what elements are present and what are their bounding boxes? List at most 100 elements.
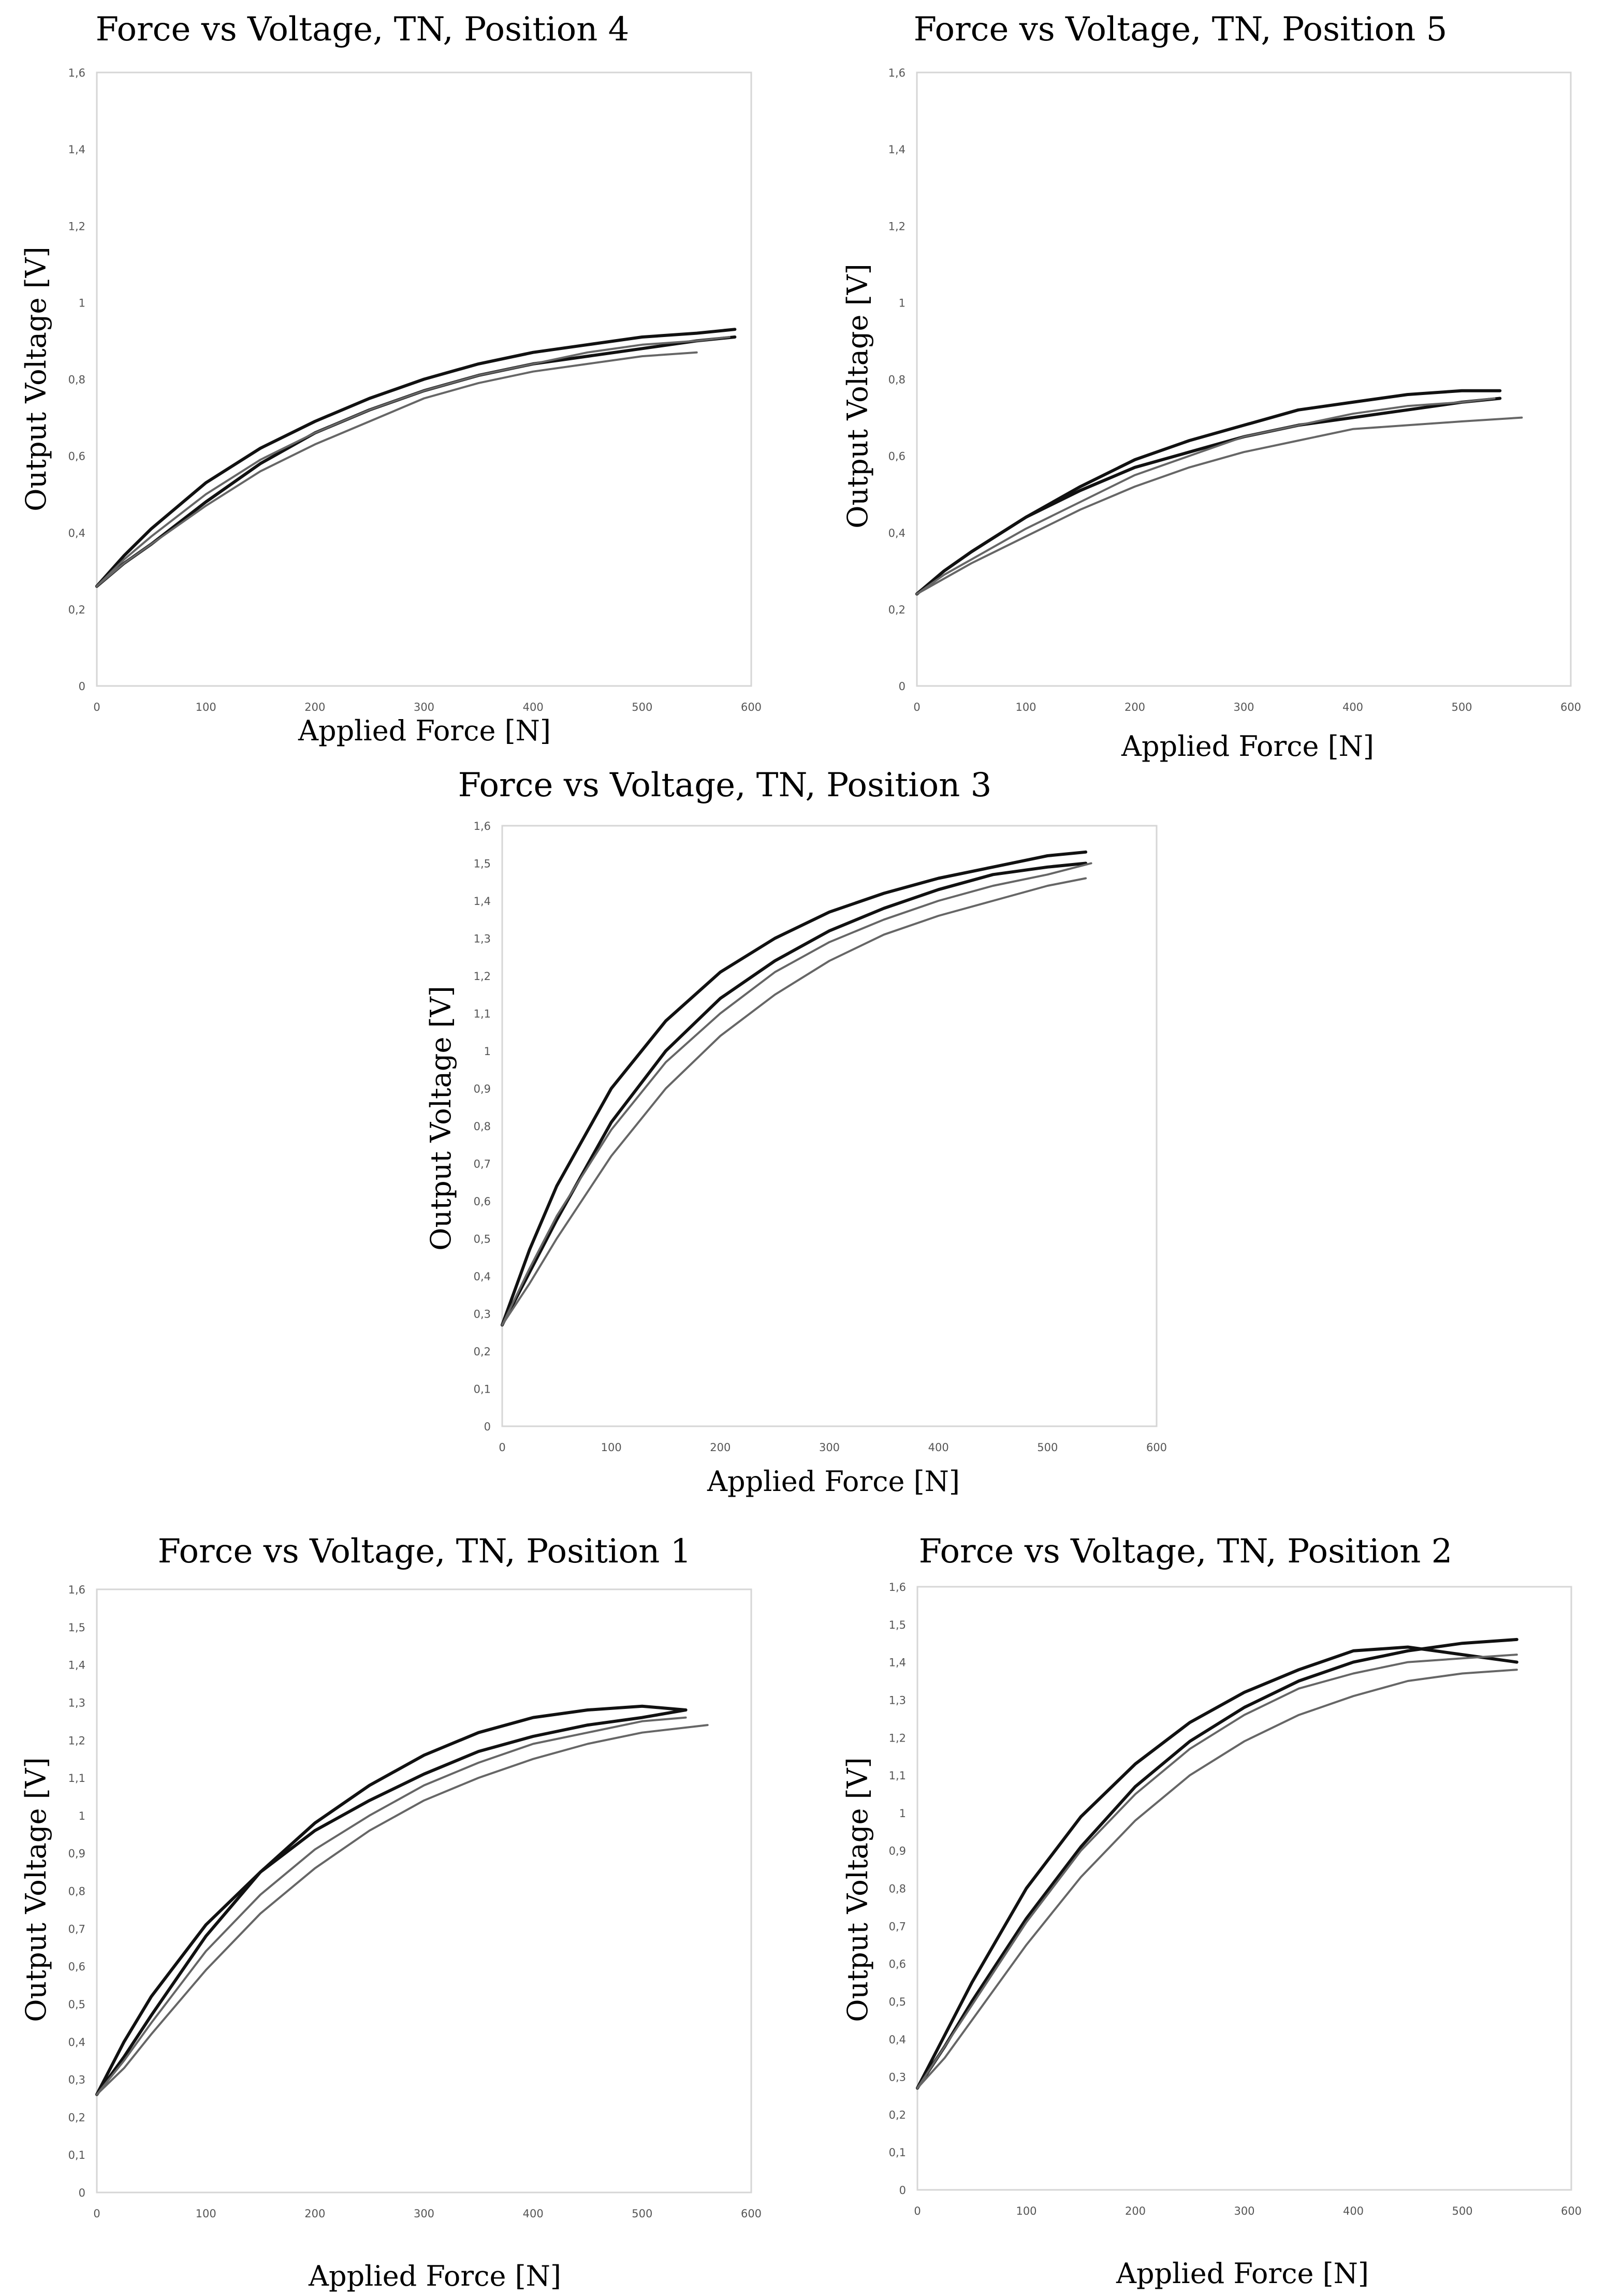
y-tick-label: 1,4: [888, 143, 906, 156]
y-tick-label: 0,2: [474, 1346, 491, 1358]
y-tick-label: 0,8: [889, 1883, 906, 1895]
y-tick-label: 0,3: [889, 2071, 906, 2084]
y-tick-label: 1: [484, 1045, 491, 1058]
x-tick-label: 600: [741, 701, 762, 713]
x-axis-label: Applied Force [N]: [308, 2260, 561, 2292]
series-line: [96, 351, 698, 588]
y-tick-label: 1,2: [474, 970, 491, 983]
y-tick-label: 1,3: [474, 933, 491, 945]
y-tick-label: 1: [899, 297, 906, 309]
x-tick-label: 0: [93, 701, 100, 713]
x-tick-label: 0: [913, 701, 920, 713]
chart-title: Force vs Voltage, TN, Position 1: [157, 1532, 692, 1571]
y-tick-label: 1,3: [889, 1694, 906, 1706]
y-tick-label: 0,6: [68, 1961, 85, 1973]
y-tick-label: 1,1: [889, 1769, 906, 1782]
y-tick-label: 0,5: [474, 1233, 491, 1246]
y-axis-label: Output Voltage [V]: [841, 1757, 874, 2022]
y-tick-label: 0,9: [68, 1848, 85, 1860]
y-tick-label: 1,2: [889, 1732, 906, 1744]
series-line: [95, 1708, 688, 2096]
y-tick-label: 1,6: [68, 1584, 85, 1596]
y-tick-label: 1,5: [474, 858, 491, 870]
y-tick-label: 1: [899, 1807, 906, 1820]
y-tick-label: 1,4: [889, 1657, 906, 1669]
series-line: [95, 328, 737, 588]
x-axis-label: Applied Force [N]: [298, 714, 551, 747]
y-tick-label: 1,6: [888, 67, 906, 79]
x-tick-label: 400: [1342, 701, 1363, 713]
y-tick-label: 1,4: [68, 143, 85, 156]
series-line: [96, 336, 731, 588]
x-tick-label: 200: [1125, 2205, 1146, 2217]
series-line: [916, 1669, 1518, 2089]
plot-frame: [96, 71, 752, 687]
series-line: [915, 397, 1502, 596]
x-axis-label: Applied Force [N]: [707, 1465, 960, 1498]
y-tick-label: 0,9: [889, 1845, 906, 1858]
x-tick-label: 200: [1125, 701, 1145, 713]
chart-position-2: Force vs Voltage, TN, Position 2 0 100 200…: [818, 1532, 1605, 2293]
y-tick-label: 0,7: [889, 1920, 906, 1933]
series-line: [95, 1704, 688, 2096]
chart-title: Force vs Voltage, TN, Position 2: [918, 1532, 1453, 1571]
x-axis-label: Applied Force [N]: [1116, 2257, 1369, 2290]
series-line: [916, 416, 1523, 595]
y-tick-label: 1,4: [474, 895, 491, 908]
y-tick-label: 0: [899, 680, 906, 693]
y-tick-label: 0,1: [889, 2146, 906, 2159]
y-tick-label: 1,5: [68, 1621, 85, 1634]
chart-position-4: Force vs Voltage, TN, Position 4 0 100 200…: [0, 10, 787, 756]
y-tick-label: 1,2: [68, 220, 85, 232]
y-tick-label: 0,2: [68, 2111, 85, 2124]
chart-title: Force vs Voltage, TN, Position 4: [95, 10, 630, 49]
x-tick-label: 400: [1343, 2205, 1364, 2217]
y-tick-label: 0,6: [889, 1958, 906, 1970]
x-tick-label: 600: [1561, 2205, 1582, 2217]
y-axis-label: Output Voltage [V]: [20, 1757, 52, 2022]
x-tick-label: 300: [1234, 2205, 1254, 2217]
series-line: [501, 850, 1088, 1327]
x-tick-label: 500: [1037, 1441, 1058, 1454]
x-tick-label: 500: [1451, 701, 1472, 713]
x-tick-label: 400: [928, 1441, 949, 1454]
chart-canvas: 0 100 200 300 400 500 600 0 0,1 0,2 0,3 0,4 0,5 0,6 0,…: [425, 820, 1167, 1498]
plot-frame: [916, 71, 1572, 687]
x-tick-label: 300: [819, 1441, 840, 1454]
y-tick-label: 0,2: [68, 604, 85, 616]
y-tick-label: 0,2: [888, 604, 906, 616]
x-tick-label: 100: [1016, 2205, 1036, 2217]
x-tick-label: 0: [499, 1441, 505, 1454]
x-tick-label: 400: [523, 701, 544, 713]
y-tick-label: 0,7: [68, 1923, 85, 1935]
y-tick-label: 0: [899, 2184, 906, 2197]
y-tick-label: 0,6: [474, 1195, 491, 1208]
x-tick-label: 100: [196, 701, 216, 713]
y-tick-label: 1: [79, 1810, 85, 1822]
chart-position-3: Force vs Voltage, TN, Position 3 0 100 200…: [404, 766, 1191, 1512]
x-tick-label: 0: [914, 2205, 921, 2217]
y-tick-label: 1,2: [888, 220, 906, 232]
series-line: [501, 862, 1092, 1326]
x-tick-label: 600: [1560, 701, 1581, 713]
x-tick-label: 100: [1015, 701, 1036, 713]
x-tick-label: 100: [196, 2207, 216, 2220]
y-tick-label: 0: [79, 680, 85, 693]
chart-canvas: 0 100 200 300 400 500 600 0 0,1 0,2 0,3 0,4 0,5 0,6 0,…: [20, 1584, 762, 2292]
y-tick-label: 0,1: [474, 1383, 491, 1396]
chart-title: Force vs Voltage, TN, Position 5: [913, 10, 1448, 49]
series-line: [916, 1654, 1518, 2089]
x-tick-label: 300: [414, 2207, 434, 2220]
x-tick-label: 400: [523, 2207, 544, 2220]
y-tick-label: 1,6: [68, 67, 85, 79]
y-tick-label: 0,5: [68, 1998, 85, 2011]
chart-canvas: 0 100 200 300 400 500 600 0 0,2 0,4 0,6 0,8 1 1,2 1,4 1…: [841, 67, 1581, 763]
x-tick-label: 300: [1233, 701, 1254, 713]
y-tick-label: 0,4: [68, 2036, 85, 2049]
y-axis-label: Output Voltage [V]: [425, 986, 457, 1251]
x-tick-label: 200: [304, 2207, 325, 2220]
y-tick-label: 1,2: [68, 1734, 85, 1747]
x-tick-label: 500: [632, 701, 652, 713]
x-tick-label: 200: [304, 701, 325, 713]
y-tick-label: 1,6: [474, 820, 491, 832]
